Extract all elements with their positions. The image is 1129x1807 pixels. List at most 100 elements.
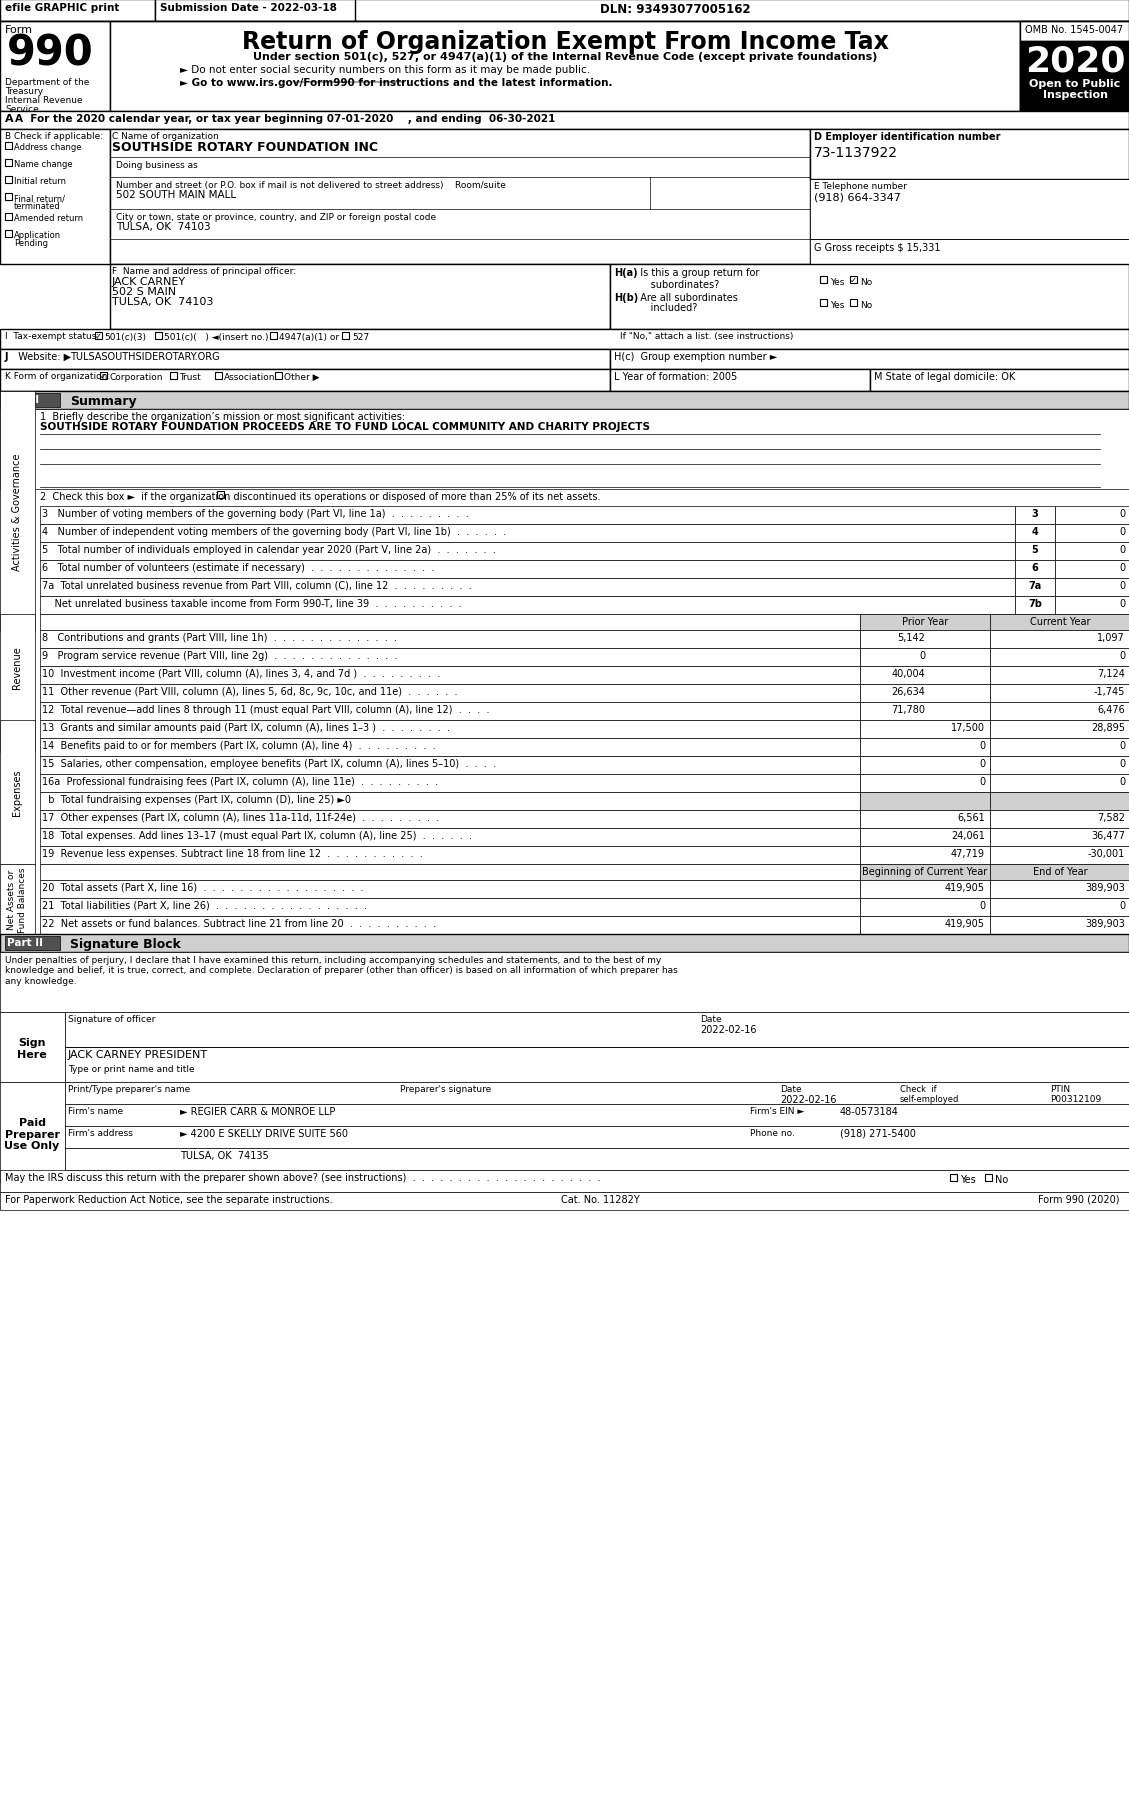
Bar [990,898,1129,916]
Bar [0,864,35,934]
Text: Sign
Here: Sign Here [17,1037,47,1059]
Bar [990,667,1129,685]
Text: Treasury: Treasury [5,87,43,96]
Text: Signature Block: Signature Block [70,938,181,950]
Text: subordinates?: subordinates? [634,280,719,289]
Text: 26,634: 26,634 [891,687,925,698]
Bar [860,631,990,649]
Bar [860,829,990,846]
Text: Address change: Address change [14,143,81,152]
Text: Firm's EIN ►: Firm's EIN ► [750,1106,804,1115]
Text: 0: 0 [979,741,984,750]
Text: H(a): H(a) [614,267,638,278]
Text: C Name of organization: C Name of organization [112,132,219,141]
Text: ► Do not enter social security numbers on this form as it may be made public.: ► Do not enter social security numbers o… [180,65,590,74]
Bar [110,266,610,331]
Text: -30,001: -30,001 [1087,849,1124,858]
Bar [610,370,870,392]
Text: (918) 271-5400: (918) 271-5400 [840,1128,916,1138]
Bar [110,130,809,266]
Bar [990,739,1129,757]
Bar [610,351,1129,370]
Text: PTIN
P00312109: PTIN P00312109 [1050,1084,1101,1104]
Text: 7,124: 7,124 [1097,669,1124,679]
Bar [0,0,1129,22]
Text: Trust: Trust [180,372,201,381]
Bar [40,542,1015,560]
Bar [990,793,1129,811]
Text: Under penalties of perjury, I declare that I have examined this return, includin: Under penalties of perjury, I declare th… [5,956,677,985]
Bar [0,721,35,864]
Bar [990,685,1129,703]
Text: Return of Organization Exempt From Income Tax: Return of Organization Exempt From Incom… [242,31,889,54]
Text: 10  Investment income (Part VIII, column (A), lines 3, 4, and 7d )  .  .  .  .  : 10 Investment income (Part VIII, column … [42,669,440,679]
Text: 389,903: 389,903 [1085,882,1124,893]
Bar [0,130,110,266]
Text: included?: included? [634,304,698,313]
Text: 419,905: 419,905 [945,918,984,929]
Text: ► Go to www.irs.gov/Form990 for instructions and the latest information.: ► Go to www.irs.gov/Form990 for instruct… [180,78,613,89]
Text: Inspection: Inspection [1042,90,1108,99]
Bar [1019,78,1129,112]
Bar [170,372,177,379]
Bar [217,492,224,499]
Text: (918) 664-3347: (918) 664-3347 [814,193,901,202]
Text: 20  Total assets (Part X, line 16)  .  .  .  .  .  .  .  .  .  .  .  .  .  .  . : 20 Total assets (Part X, line 16) . . . … [42,882,364,893]
Bar [275,372,282,379]
Bar [860,864,990,880]
Bar [850,300,857,307]
Bar [1015,506,1054,524]
Text: 28,895: 28,895 [1091,723,1124,732]
Text: 2020: 2020 [1025,43,1126,78]
Text: End of Year: End of Year [1033,867,1087,876]
Text: 0: 0 [1119,526,1124,537]
Text: D Employer identification number: D Employer identification number [814,132,1000,143]
Text: Website: ▶: Website: ▶ [12,352,71,361]
Bar [809,130,1129,181]
Bar [990,811,1129,829]
Text: 0: 0 [1119,651,1124,661]
Bar [5,159,12,166]
Bar [990,880,1129,898]
Text: No: No [995,1175,1008,1184]
Bar [0,952,1129,1012]
Bar [850,276,857,284]
Text: Firm's name: Firm's name [68,1106,123,1115]
Text: Check  if
self-employed: Check if self-employed [900,1084,960,1104]
Text: Amended return: Amended return [14,213,84,222]
Text: Under section 501(c), 527, or 4947(a)(1) of the Internal Revenue Code (except pr: Under section 501(c), 527, or 4947(a)(1)… [253,52,877,61]
Text: Current Year: Current Year [1030,616,1091,627]
Text: 6,476: 6,476 [1097,705,1124,714]
Bar [0,1171,1129,1193]
Bar [990,864,1129,880]
Text: City or town, state or province, country, and ZIP or foreign postal code: City or town, state or province, country… [116,213,436,222]
Bar [860,880,990,898]
Bar [5,231,12,239]
Text: TULSA, OK  74103: TULSA, OK 74103 [116,222,211,231]
Bar [40,757,860,775]
Text: 16a  Professional fundraising fees (Part IX, column (A), line 11e)  .  .  .  .  : 16a Professional fundraising fees (Part … [42,777,438,786]
Text: Form 990 (2020): Form 990 (2020) [1039,1194,1120,1203]
Text: TULSA, OK  74103: TULSA, OK 74103 [112,296,213,307]
Bar [860,667,990,685]
Bar [342,332,349,340]
Bar [990,775,1129,793]
Text: SOUTHSIDE ROTARY FOUNDATION INC: SOUTHSIDE ROTARY FOUNDATION INC [112,141,378,154]
Text: Association: Association [224,372,275,381]
Bar [1054,506,1129,524]
Text: 5   Total number of individuals employed in calendar year 2020 (Part V, line 2a): 5 Total number of individuals employed i… [42,544,496,555]
Text: ✓: ✓ [850,276,857,286]
Text: 5: 5 [1032,544,1039,555]
Bar [990,757,1129,775]
Text: Open to Public: Open to Public [1030,80,1121,89]
Text: TULSASOUTHSIDEROTARY.ORG: TULSASOUTHSIDEROTARY.ORG [70,352,220,361]
Text: 990: 990 [7,33,94,74]
Text: 0: 0 [1119,900,1124,911]
Text: JACK CARNEY PRESIDENT: JACK CARNEY PRESIDENT [68,1050,208,1059]
Bar [40,560,1015,578]
Text: 501(c)(3): 501(c)(3) [104,332,146,342]
Text: Number and street (or P.O. box if mail is not delivered to street address)    Ro: Number and street (or P.O. box if mail i… [116,181,506,190]
Text: B Check if applicable:: B Check if applicable: [5,132,103,141]
Text: 12  Total revenue—add lines 8 through 11 (must equal Part VIII, column (A), line: 12 Total revenue—add lines 8 through 11 … [42,705,490,714]
Text: ✓: ✓ [100,372,107,381]
